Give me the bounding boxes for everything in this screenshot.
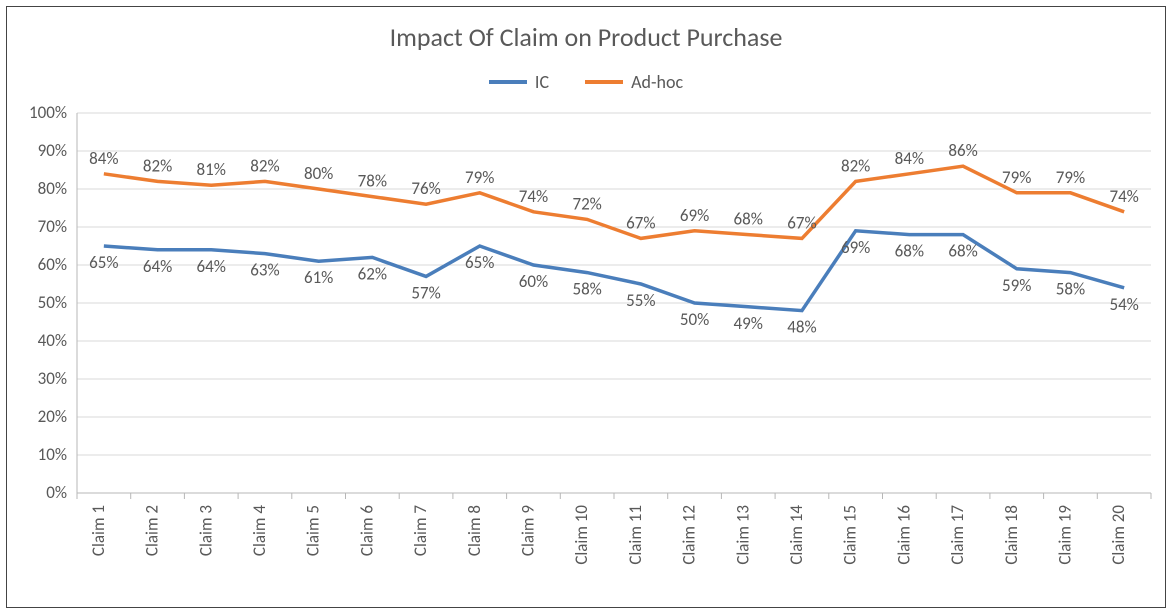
data-label-ad-hoc: 82%	[841, 155, 870, 176]
y-tick-label: 50%	[38, 292, 67, 313]
data-label-ad-hoc: 79%	[465, 167, 494, 188]
x-tick-label: Claim 3	[195, 505, 216, 556]
data-label-ic: 59%	[1002, 275, 1031, 296]
y-tick-label: 0%	[46, 482, 67, 503]
x-tick-label: Claim 16	[893, 505, 914, 565]
data-label-ic: 61%	[304, 267, 333, 288]
x-tick-label: Claim 20	[1108, 505, 1129, 565]
data-label-ad-hoc: 82%	[250, 155, 279, 176]
data-label-ad-hoc: 86%	[948, 140, 977, 161]
data-label-ic: 48%	[787, 317, 816, 338]
y-tick-label: 20%	[38, 406, 67, 427]
data-label-ic: 58%	[1056, 279, 1085, 300]
x-tick-label: Claim 13	[732, 505, 753, 565]
y-tick-label: 70%	[38, 216, 67, 237]
x-tick-label: Claim 17	[947, 505, 968, 565]
y-tick-label: 30%	[38, 368, 67, 389]
y-tick-label: 60%	[38, 254, 67, 275]
y-tick-label: 40%	[38, 330, 67, 351]
x-tick-label: Claim 12	[679, 505, 700, 565]
y-tick-label: 90%	[38, 140, 67, 161]
x-tick-label: Claim 4	[249, 505, 270, 556]
data-label-ad-hoc: 79%	[1056, 167, 1085, 188]
data-label-ic: 64%	[197, 256, 226, 277]
data-label-ic: 65%	[89, 252, 118, 273]
data-label-ic: 68%	[895, 241, 924, 262]
data-label-ad-hoc: 80%	[304, 163, 333, 184]
x-tick-label: Claim 1	[88, 505, 109, 556]
data-label-ad-hoc: 81%	[197, 159, 226, 180]
x-tick-label: Claim 7	[410, 505, 431, 556]
data-label-ad-hoc: 68%	[734, 209, 763, 230]
data-label-ic: 69%	[841, 237, 870, 258]
data-label-ad-hoc: 78%	[358, 171, 387, 192]
data-label-ic: 68%	[948, 241, 977, 262]
x-tick-label: Claim 11	[625, 505, 646, 565]
data-label-ad-hoc: 67%	[626, 212, 655, 233]
x-tick-label: Claim 2	[142, 505, 163, 556]
x-tick-label: Claim 6	[356, 505, 377, 556]
data-label-ic: 60%	[519, 271, 548, 292]
data-label-ad-hoc: 72%	[572, 193, 601, 214]
y-tick-label: 100%	[29, 102, 67, 123]
data-label-ad-hoc: 76%	[411, 178, 440, 199]
data-label-ic: 50%	[680, 309, 709, 330]
data-label-ad-hoc: 84%	[89, 148, 118, 169]
data-label-ic: 63%	[250, 260, 279, 281]
data-label-ic: 58%	[572, 279, 601, 300]
plot-area: 0% 10% 20% 30% 40% 50% 60% 70% 80% 90% 100% Claim 1…	[7, 7, 1167, 609]
data-label-ad-hoc: 74%	[1109, 186, 1138, 207]
x-tick-label: Claim 18	[1001, 505, 1022, 565]
data-label-ad-hoc: 82%	[143, 155, 172, 176]
y-tick-label: 10%	[38, 444, 67, 465]
data-label-ic: 54%	[1109, 294, 1138, 315]
x-tick-label: Claim 10	[571, 505, 592, 565]
x-tick-label: Claim 14	[786, 505, 807, 565]
data-label-ad-hoc: 84%	[895, 148, 924, 169]
x-tick-label: Claim 5	[303, 505, 324, 556]
data-label-ic: 49%	[734, 313, 763, 334]
x-tick-label: Claim 9	[517, 505, 538, 556]
data-label-ic: 57%	[411, 282, 440, 303]
data-label-ic: 65%	[465, 252, 494, 273]
data-label-ic: 55%	[626, 290, 655, 311]
chart-frame: Impact Of Claim on Product Purchase IC A…	[6, 6, 1166, 608]
x-tick-label: Claim 8	[464, 505, 485, 556]
y-tick-label: 80%	[38, 178, 67, 199]
x-tick-label: Claim 15	[840, 505, 861, 565]
data-label-ad-hoc: 69%	[680, 205, 709, 226]
data-label-ad-hoc: 74%	[519, 186, 548, 207]
series-line-ad-hoc	[104, 166, 1124, 238]
data-label-ic: 64%	[143, 256, 172, 277]
data-label-ic: 62%	[358, 263, 387, 284]
data-label-ad-hoc: 79%	[1002, 167, 1031, 188]
data-label-ad-hoc: 67%	[787, 212, 816, 233]
x-tick-label: Claim 19	[1054, 505, 1075, 565]
